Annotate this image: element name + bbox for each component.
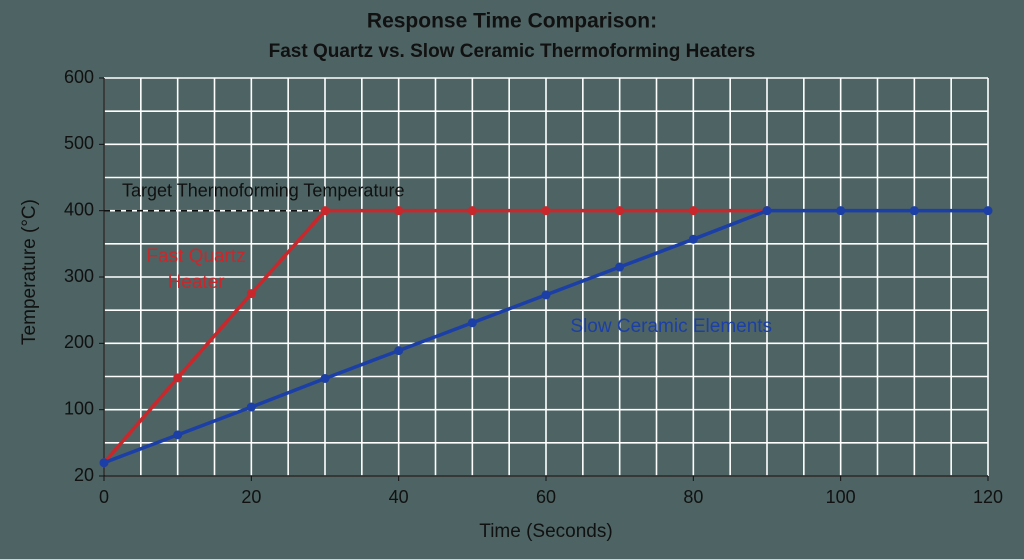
data-point bbox=[615, 262, 625, 272]
y-tick-label: 100 bbox=[64, 398, 94, 418]
data-point bbox=[541, 290, 551, 300]
x-tick-label: 40 bbox=[389, 487, 409, 507]
target-label: Target Thermoforming Temperature bbox=[122, 180, 404, 200]
data-point bbox=[246, 289, 256, 299]
data-point bbox=[173, 373, 183, 383]
y-tick-label: 600 bbox=[64, 67, 94, 87]
data-point bbox=[394, 346, 404, 356]
series-line bbox=[102, 208, 767, 464]
data-point bbox=[615, 206, 625, 216]
chart-title: Response Time Comparison: bbox=[367, 10, 657, 33]
data-point bbox=[99, 458, 109, 468]
data-point bbox=[836, 206, 846, 216]
data-point bbox=[320, 373, 330, 383]
y-tick-label: 300 bbox=[64, 266, 94, 286]
data-point bbox=[246, 402, 256, 412]
y-tick-label: 500 bbox=[64, 133, 94, 153]
x-axis-label: Time (Seconds) bbox=[479, 521, 612, 542]
x-tick-label: 120 bbox=[973, 487, 1003, 507]
x-tick-label: 20 bbox=[241, 487, 261, 507]
chart-subtitle: Fast Quartz vs. Slow Ceramic Thermoformi… bbox=[269, 41, 756, 62]
y-tick-label: 200 bbox=[64, 332, 94, 352]
data-point bbox=[173, 430, 183, 440]
y-axis-label: Temperature (°C) bbox=[19, 199, 40, 345]
data-point bbox=[909, 206, 919, 216]
data-point bbox=[320, 206, 330, 216]
data-point bbox=[541, 206, 551, 216]
x-tick-label: 60 bbox=[536, 487, 556, 507]
x-tick-label: 0 bbox=[99, 487, 109, 507]
data-point bbox=[688, 234, 698, 244]
series-label: Fast Quartz bbox=[146, 246, 245, 267]
y-tick-label: 20 bbox=[74, 465, 94, 485]
data-point bbox=[983, 206, 993, 216]
series-label: Heater bbox=[168, 272, 226, 293]
series-label: Slow Ceramic Elements bbox=[570, 316, 772, 337]
data-point bbox=[467, 318, 477, 328]
x-tick-label: 100 bbox=[826, 487, 856, 507]
y-tick-label: 400 bbox=[64, 199, 94, 219]
data-point bbox=[688, 206, 698, 216]
data-point bbox=[762, 206, 772, 216]
x-tick-label: 80 bbox=[683, 487, 703, 507]
data-point bbox=[467, 206, 477, 216]
data-point bbox=[394, 206, 404, 216]
